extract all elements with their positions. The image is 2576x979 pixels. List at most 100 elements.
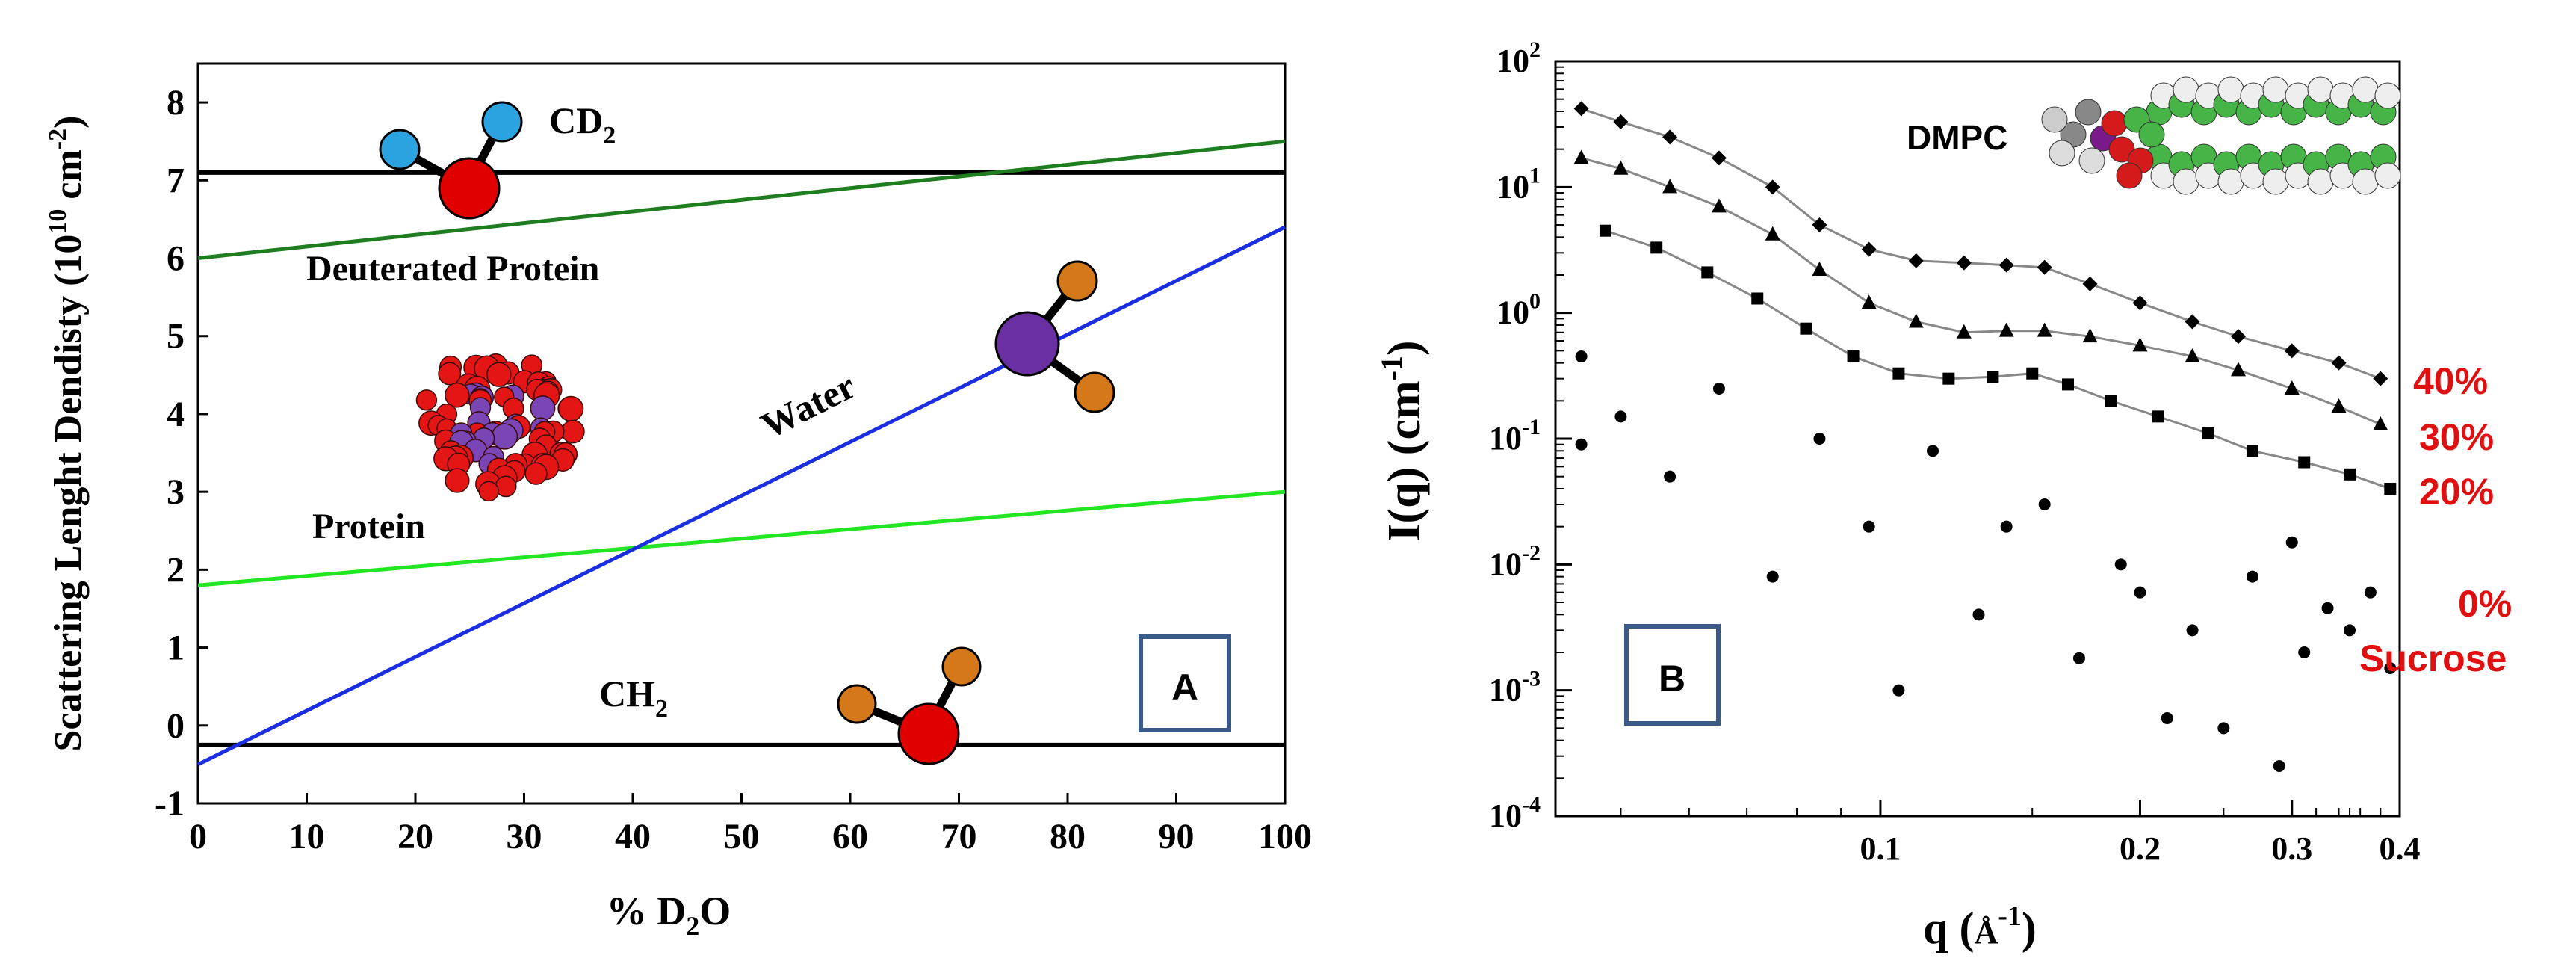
panel-a-x-axis-label: % D2O [607,889,731,941]
data-point-30 [2331,398,2347,413]
data-point-40 [1613,114,1629,130]
data-point-20 [2298,456,2311,469]
data-point-40 [1956,255,1972,271]
data-point-30 [1613,160,1629,175]
protein-atom [478,481,500,502]
data-point-20 [1701,266,1714,279]
data-point-30 [2284,380,2300,395]
protein-atom [524,462,548,485]
series-line-water [196,225,1287,767]
y-tick-label: 10-4 [1489,792,1541,834]
y-tick-label: 101 [1496,163,1541,205]
data-point-20 [2246,445,2258,457]
protein-atom [486,362,512,387]
protein-atom [438,362,462,386]
x-tick-label: 0.1 [1860,830,1901,867]
panel-a-letter: A [1171,667,1198,708]
data-point-0sucrose [1813,433,1826,445]
data-point-40 [2185,314,2200,330]
heavy-water-molecule-icon [994,260,1115,413]
data-point-40 [1812,217,1827,233]
data-point-30 [2082,328,2098,343]
lipid-atom [2217,76,2244,103]
data-point-0sucrose [1972,608,1985,621]
data-point-40 [2284,343,2300,359]
lipid-atom [2041,106,2068,133]
series-label-40: 40% [2413,360,2488,402]
data-point-0sucrose [1575,350,1588,363]
data-point-20 [1751,292,1764,305]
panel-a-y-axis-label: Scattering Lenght Dendisty (1010 cm-2) [44,116,90,752]
panel-a-plot-area [196,62,1287,805]
y-tick-label: 10-2 [1489,540,1541,582]
data-point-20 [1847,350,1860,363]
y-tick-label: 0 [167,706,185,746]
y-tick-label: 3 [167,472,185,512]
panel-b-y-axis-label: I(q) (cm-1) [1375,340,1430,541]
data-point-0sucrose [2161,712,2173,725]
y-tick-label: 6 [167,239,185,279]
data-point-0sucrose [2273,760,2285,773]
data-point-0sucrose [2285,536,2298,549]
data-point-0sucrose [2246,570,2258,583]
series-line-protein [197,490,1286,587]
x-tick-label: 80 [1050,817,1086,856]
panel-b-badge [1624,624,1721,726]
data-point-20 [1650,241,1663,254]
data-point-40 [2331,355,2347,371]
data-point-40 [2373,371,2388,386]
lipid-atom [2217,168,2244,195]
panel-b-model-fits [1581,107,2391,490]
series-label-30: 30% [2419,416,2494,458]
y-tick-label: 100 [1496,289,1541,331]
panel-b-points [1573,101,2397,773]
data-point-30 [1573,149,1589,164]
data-point-0sucrose [2344,624,2356,637]
data-point-0sucrose [1614,410,1627,423]
y-tick-label: 8 [167,83,185,123]
y-tick-label: 10-1 [1489,415,1541,457]
data-point-0sucrose [1664,470,1676,483]
data-point-0sucrose [1863,520,1875,533]
lipid-atom [2307,76,2334,103]
x-tick-label: 0.2 [2120,830,2161,867]
data-point-30 [1765,226,1780,241]
x-tick-label: 70 [941,817,977,856]
data-point-40 [1908,253,1924,268]
x-tick-label: 90 [1159,817,1195,856]
y-tick-label: 2 [167,550,185,590]
y-tick-label: 5 [167,317,185,356]
data-point-0sucrose [2186,624,2199,637]
protein-atom [561,419,585,444]
lipid-atom [2307,168,2334,195]
lipid-atom [2374,162,2401,189]
data-point-20 [2026,367,2039,380]
data-point-0sucrose [1927,445,1939,457]
protein-atom [491,423,518,450]
data-point-40 [1662,129,1678,145]
y-tick-label: 4 [167,395,185,434]
x-tick-label: 0 [189,817,207,856]
data-point-40 [2037,259,2052,275]
data-point-20 [2384,482,2397,495]
model-fit-curve [1581,107,2381,380]
data-point-0sucrose [2072,652,2085,664]
data-point-30 [1812,262,1827,277]
data-point-0sucrose [2364,586,2377,599]
data-point-40 [1711,150,1727,166]
lipid-atom [2352,76,2379,103]
model-fit-curve [1581,157,2381,426]
x-tick-label: 50 [724,817,760,856]
data-point-30 [2231,362,2247,377]
series-label-0: 0% [2458,583,2512,625]
data-point-0sucrose [1575,438,1588,451]
series-line-deuterated-protein [197,139,1286,261]
model-fit-curve [1605,229,2391,490]
data-point-40 [2132,295,2148,311]
protein-atom [445,382,470,408]
data-point-20 [1987,371,1999,383]
data-point-0sucrose [1766,570,1779,583]
protein-atom [530,395,556,421]
